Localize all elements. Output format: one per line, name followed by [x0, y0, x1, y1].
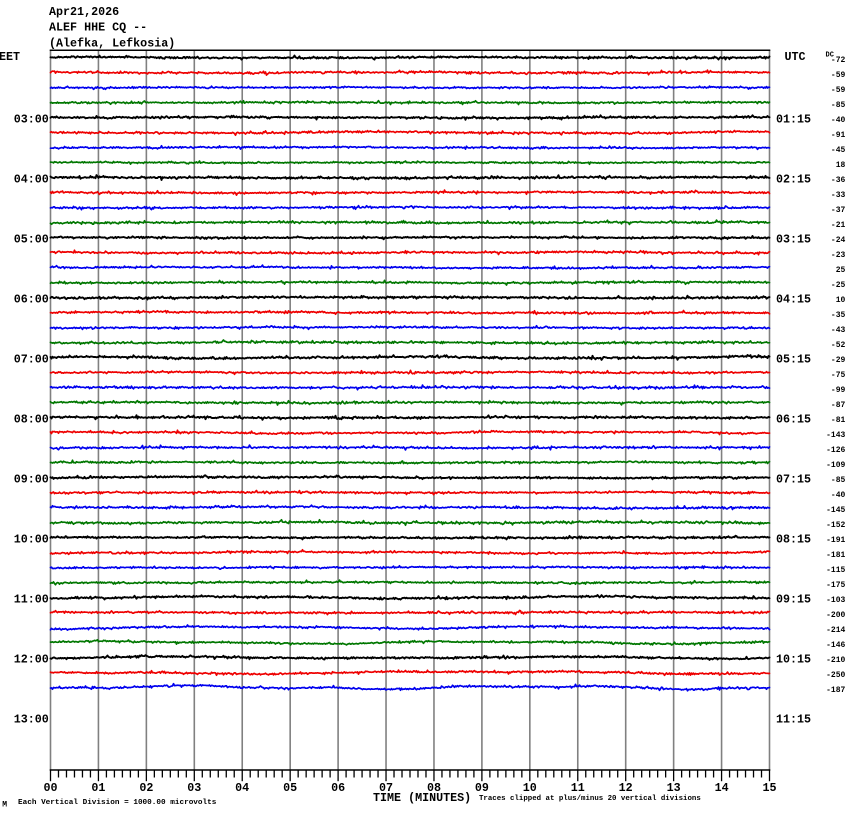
svg-text:10: 10	[836, 296, 846, 305]
svg-text:-25: -25	[831, 281, 846, 290]
svg-text:10:15: 10:15	[776, 652, 811, 666]
svg-text:08:00: 08:00	[14, 412, 49, 426]
svg-text:05:00: 05:00	[14, 232, 49, 246]
svg-text:-103: -103	[826, 596, 845, 605]
svg-text:03:15: 03:15	[776, 232, 811, 246]
svg-text:Each Vertical Division = 1000.: Each Vertical Division = 1000.00 microvo…	[18, 799, 217, 807]
svg-text:-145: -145	[826, 506, 845, 515]
svg-text:05: 05	[283, 781, 297, 795]
svg-text:-87: -87	[831, 401, 846, 410]
svg-text:12: 12	[619, 781, 633, 795]
svg-text:-21: -21	[831, 221, 846, 230]
svg-text:13: 13	[667, 781, 681, 795]
svg-text:06:00: 06:00	[14, 292, 49, 306]
svg-text:-191: -191	[826, 536, 845, 545]
svg-text:-72: -72	[831, 56, 846, 65]
svg-text:04: 04	[235, 781, 249, 795]
svg-text:-210: -210	[826, 656, 845, 665]
svg-text:-187: -187	[826, 686, 845, 695]
svg-text:04:15: 04:15	[776, 292, 811, 306]
svg-text:05:15: 05:15	[776, 352, 811, 366]
svg-text:06:15: 06:15	[776, 412, 811, 426]
svg-text:TIME (MINUTES): TIME (MINUTES)	[373, 791, 471, 805]
svg-text:-59: -59	[831, 86, 846, 95]
svg-text:09: 09	[475, 781, 489, 795]
svg-text:18: 18	[836, 161, 846, 170]
svg-text:-43: -43	[831, 326, 846, 335]
svg-text:06: 06	[331, 781, 345, 795]
svg-text:-85: -85	[831, 101, 846, 110]
svg-text:01: 01	[91, 781, 105, 795]
svg-text:-23: -23	[831, 251, 846, 260]
svg-text:UTC: UTC	[785, 50, 806, 64]
svg-text:Traces clipped at plus/minus 2: Traces clipped at plus/minus 20 vertical…	[479, 795, 701, 803]
svg-text:00: 00	[43, 781, 57, 795]
svg-text:-52: -52	[831, 341, 846, 350]
svg-text:-126: -126	[826, 446, 845, 455]
svg-text:13:00: 13:00	[14, 712, 49, 726]
svg-text:08:15: 08:15	[776, 532, 811, 546]
svg-text:-175: -175	[826, 581, 845, 590]
svg-text:-152: -152	[826, 521, 845, 530]
svg-text:14: 14	[715, 781, 729, 795]
svg-text:-35: -35	[831, 311, 846, 320]
svg-text:-250: -250	[826, 671, 845, 680]
svg-text:-36: -36	[831, 176, 846, 185]
svg-text:-37: -37	[831, 206, 846, 215]
svg-text:(Alefka, Lefkosia): (Alefka, Lefkosia)	[49, 36, 175, 50]
svg-text:-59: -59	[831, 71, 846, 80]
svg-text:-146: -146	[826, 641, 845, 650]
svg-text:03:00: 03:00	[14, 112, 49, 126]
svg-text:-143: -143	[826, 431, 845, 440]
svg-text:DC: DC	[826, 52, 834, 60]
svg-text:02:15: 02:15	[776, 172, 811, 186]
svg-text:03: 03	[187, 781, 201, 795]
svg-text:-214: -214	[826, 626, 845, 635]
svg-text:-40: -40	[831, 116, 846, 125]
svg-text:-99: -99	[831, 386, 846, 395]
svg-text:-91: -91	[831, 131, 846, 140]
svg-text:-85: -85	[831, 476, 846, 485]
svg-text:08: 08	[427, 781, 441, 795]
svg-text:15: 15	[762, 781, 776, 795]
svg-text:10: 10	[523, 781, 537, 795]
svg-text:25: 25	[836, 266, 846, 275]
svg-text:-40: -40	[831, 491, 846, 500]
svg-text:M: M	[2, 800, 7, 809]
svg-text:07: 07	[379, 781, 393, 795]
svg-text:-45: -45	[831, 146, 846, 155]
svg-text:-81: -81	[831, 416, 846, 425]
svg-text:04:00: 04:00	[14, 172, 49, 186]
svg-text:Apr21,2026: Apr21,2026	[49, 5, 119, 19]
svg-text:ALEF HHE CQ --: ALEF HHE CQ --	[49, 21, 147, 35]
svg-text:EET: EET	[0, 50, 20, 64]
svg-text:02: 02	[139, 781, 153, 795]
svg-text:-29: -29	[831, 356, 846, 365]
svg-text:-75: -75	[831, 371, 846, 380]
svg-text:-115: -115	[826, 566, 845, 575]
svg-text:-181: -181	[826, 551, 845, 560]
svg-text:11:00: 11:00	[14, 592, 49, 606]
svg-text:11: 11	[571, 781, 585, 795]
svg-text:-24: -24	[831, 236, 846, 245]
svg-text:09:15: 09:15	[776, 592, 811, 606]
svg-text:09:00: 09:00	[14, 472, 49, 486]
svg-text:01:15: 01:15	[776, 112, 811, 126]
svg-text:07:00: 07:00	[14, 352, 49, 366]
svg-text:07:15: 07:15	[776, 472, 811, 486]
svg-text:-33: -33	[831, 191, 846, 200]
svg-text:10:00: 10:00	[14, 532, 49, 546]
svg-text:-109: -109	[826, 461, 845, 470]
svg-text:11:15: 11:15	[776, 712, 811, 726]
svg-text:12:00: 12:00	[14, 652, 49, 666]
svg-text:-200: -200	[826, 611, 845, 620]
